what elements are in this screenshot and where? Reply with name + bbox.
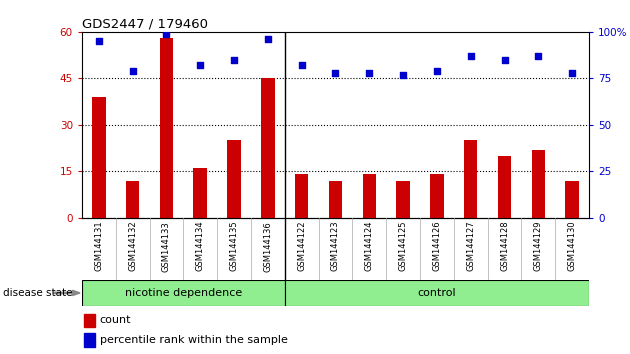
Bar xyxy=(362,175,376,218)
Point xyxy=(500,57,510,63)
Text: GSM144135: GSM144135 xyxy=(229,221,239,272)
Text: GSM144128: GSM144128 xyxy=(500,221,509,272)
Text: nicotine dependence: nicotine dependence xyxy=(125,288,242,298)
Bar xyxy=(295,175,309,218)
Bar xyxy=(565,181,579,218)
Point xyxy=(263,36,273,42)
Point xyxy=(567,70,577,76)
Bar xyxy=(92,97,106,218)
Point xyxy=(364,70,374,76)
Bar xyxy=(126,181,139,218)
Text: GDS2447 / 179460: GDS2447 / 179460 xyxy=(82,18,208,31)
Point xyxy=(331,70,341,76)
Text: percentile rank within the sample: percentile rank within the sample xyxy=(100,335,287,345)
Text: GSM144136: GSM144136 xyxy=(263,221,272,272)
Bar xyxy=(84,333,94,347)
Text: GSM144122: GSM144122 xyxy=(297,221,306,271)
Point xyxy=(533,53,543,59)
Text: GSM144130: GSM144130 xyxy=(568,221,576,272)
Bar xyxy=(159,38,173,218)
Bar xyxy=(261,78,275,218)
Bar xyxy=(84,314,94,327)
Text: GSM144123: GSM144123 xyxy=(331,221,340,272)
Bar xyxy=(285,280,589,306)
Point xyxy=(229,57,239,63)
Bar xyxy=(329,181,342,218)
Point xyxy=(432,68,442,74)
Text: GSM144129: GSM144129 xyxy=(534,221,543,271)
Point xyxy=(94,38,104,44)
Text: GSM144131: GSM144131 xyxy=(94,221,103,272)
Text: GSM144125: GSM144125 xyxy=(399,221,408,271)
Bar xyxy=(464,140,478,218)
Text: GSM144134: GSM144134 xyxy=(196,221,205,272)
Bar xyxy=(82,280,285,306)
Text: GSM144133: GSM144133 xyxy=(162,221,171,272)
Text: disease state: disease state xyxy=(3,288,72,298)
Text: control: control xyxy=(418,288,456,298)
Point xyxy=(127,68,138,74)
Text: GSM144124: GSM144124 xyxy=(365,221,374,271)
Text: GSM144132: GSM144132 xyxy=(128,221,137,272)
Point xyxy=(195,62,205,68)
Text: GSM144127: GSM144127 xyxy=(466,221,475,272)
Text: GSM144126: GSM144126 xyxy=(432,221,442,272)
Bar xyxy=(532,149,545,218)
Bar xyxy=(227,140,241,218)
Point xyxy=(466,53,476,59)
Point xyxy=(297,62,307,68)
Bar xyxy=(498,156,512,218)
Bar xyxy=(193,168,207,218)
Bar xyxy=(396,181,410,218)
Point xyxy=(161,31,171,36)
Bar xyxy=(430,175,444,218)
Point xyxy=(398,72,408,78)
Text: count: count xyxy=(100,315,131,325)
